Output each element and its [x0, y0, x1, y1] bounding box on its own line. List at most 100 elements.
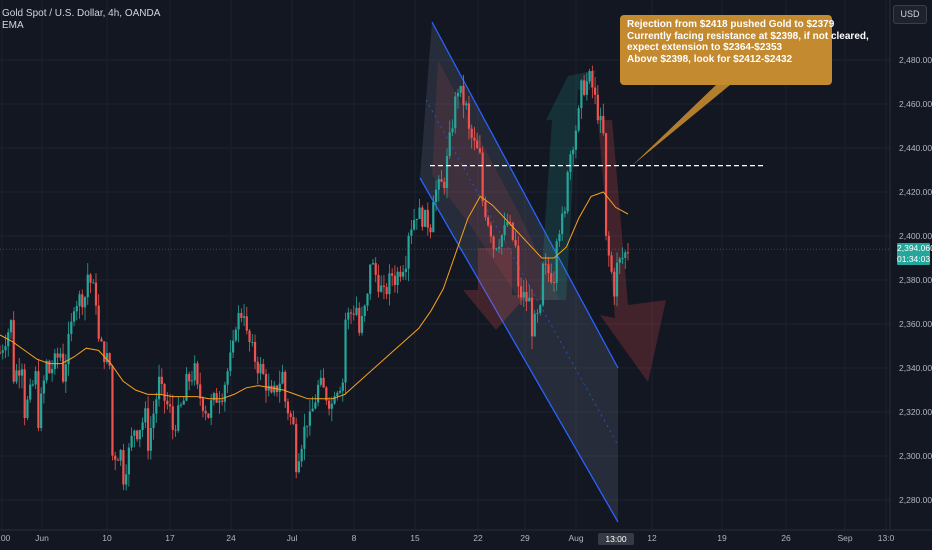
candle-body [618, 258, 621, 263]
price-axis[interactable]: 2,480.000 2,460.000 2,440.000 2,420.000 2,40… [889, 0, 932, 530]
candle-body [443, 181, 446, 189]
candle-body [506, 221, 509, 226]
candle-body [325, 387, 328, 401]
candle-body [596, 94, 599, 121]
candle-body [1, 350, 4, 353]
candle-body [179, 404, 183, 406]
candle-body [445, 155, 449, 189]
candle-body [26, 399, 29, 418]
candle-body [251, 341, 254, 343]
chart-overlays [430, 85, 765, 167]
candle-body [78, 294, 81, 307]
x-tick-label: 15 [410, 533, 420, 543]
y-tick-label: 2,280.000 [899, 495, 932, 505]
callout-pointer [632, 85, 730, 166]
annotation-line-4: Above $2398, look for $2412-$2432 [627, 53, 793, 65]
candle-body [536, 312, 539, 314]
x-tick-label: 3:00 [0, 533, 11, 543]
currency-button[interactable]: USD [893, 5, 927, 24]
candle-body [86, 274, 89, 298]
candle-body [152, 413, 155, 429]
candle-body [574, 130, 577, 150]
candle-body [552, 282, 556, 284]
candle-body [138, 430, 141, 440]
candle-body [319, 377, 322, 385]
candle-body [530, 297, 534, 337]
candle-body [218, 400, 221, 403]
candle-body [155, 399, 158, 414]
candle-body [369, 264, 372, 294]
candle-body [64, 364, 67, 382]
candle-body [380, 285, 383, 292]
candle-body [399, 271, 402, 277]
candle-body [232, 340, 235, 353]
x-tick-highlight-label: 13:00 [605, 534, 627, 544]
candle-body [484, 201, 487, 218]
candle-body [500, 235, 503, 247]
candle-body [412, 220, 416, 230]
candle-body [415, 218, 418, 221]
x-tick-label: 12 [647, 533, 657, 543]
candle-body [522, 291, 525, 298]
candle-body [61, 353, 65, 382]
candle-body [391, 273, 394, 276]
candle-body [23, 369, 26, 418]
candle-body [583, 80, 586, 95]
candle-body [487, 217, 490, 226]
candle-body [528, 297, 531, 302]
x-tick-label: 19 [717, 533, 727, 543]
candle-body [248, 330, 251, 343]
candle-body [517, 245, 520, 287]
candle-body [125, 474, 128, 485]
candle-body [519, 286, 523, 298]
candle-body [349, 312, 353, 314]
candle-body [306, 425, 309, 427]
countdown-label: 01:34:03 [897, 253, 931, 264]
candle-body [42, 380, 45, 394]
candle-body [83, 297, 87, 308]
candle-body [347, 312, 350, 320]
x-tick-highlight-bg [598, 533, 634, 545]
candle-body [264, 373, 268, 391]
candle-body [0, 352, 2, 354]
candle-body [462, 85, 465, 106]
ema-path [0, 191, 629, 400]
time-axis[interactable]: 3:00 Jun 10 17 24 Jul 8 15 22 29 Aug 12 19 26 Sep 13:0 1… [0, 529, 932, 545]
candle-body [426, 209, 429, 228]
candle-body [311, 408, 314, 412]
x-tick-label: 24 [226, 533, 236, 543]
candle-body [201, 398, 205, 411]
chart-grid [0, 59, 890, 501]
candle-body [303, 426, 306, 449]
red-down-arrow-left [463, 248, 527, 330]
candle-body [610, 255, 613, 272]
candle-body [221, 400, 224, 402]
candle-body [226, 371, 229, 385]
candle-body [215, 393, 218, 403]
candle-body [259, 363, 262, 374]
candle-body [29, 384, 32, 400]
candle-body [402, 271, 405, 277]
candle-body [308, 411, 311, 426]
candle-body [508, 221, 512, 223]
candle-body [314, 402, 317, 409]
candle-body [407, 235, 410, 269]
candle-body [456, 92, 460, 97]
candle-body [45, 360, 48, 381]
candle-body [533, 313, 536, 337]
y-tick-label: 2,340.000 [899, 363, 932, 373]
candle-body [144, 408, 147, 423]
candle-body [141, 422, 144, 431]
candle-body [188, 373, 191, 382]
candle-body [212, 393, 216, 401]
candle-body [182, 400, 185, 405]
candle-body [585, 81, 588, 95]
y-tick-label: 2,300.000 [899, 451, 932, 461]
candle-body [34, 371, 37, 385]
annotation-callout[interactable]: Rejection from $2418 pushed Gold to $237… [620, 15, 869, 85]
candle-body [122, 450, 125, 485]
candle-body [253, 341, 257, 362]
x-tick-label: 29 [520, 533, 530, 543]
candle-body [338, 390, 342, 393]
